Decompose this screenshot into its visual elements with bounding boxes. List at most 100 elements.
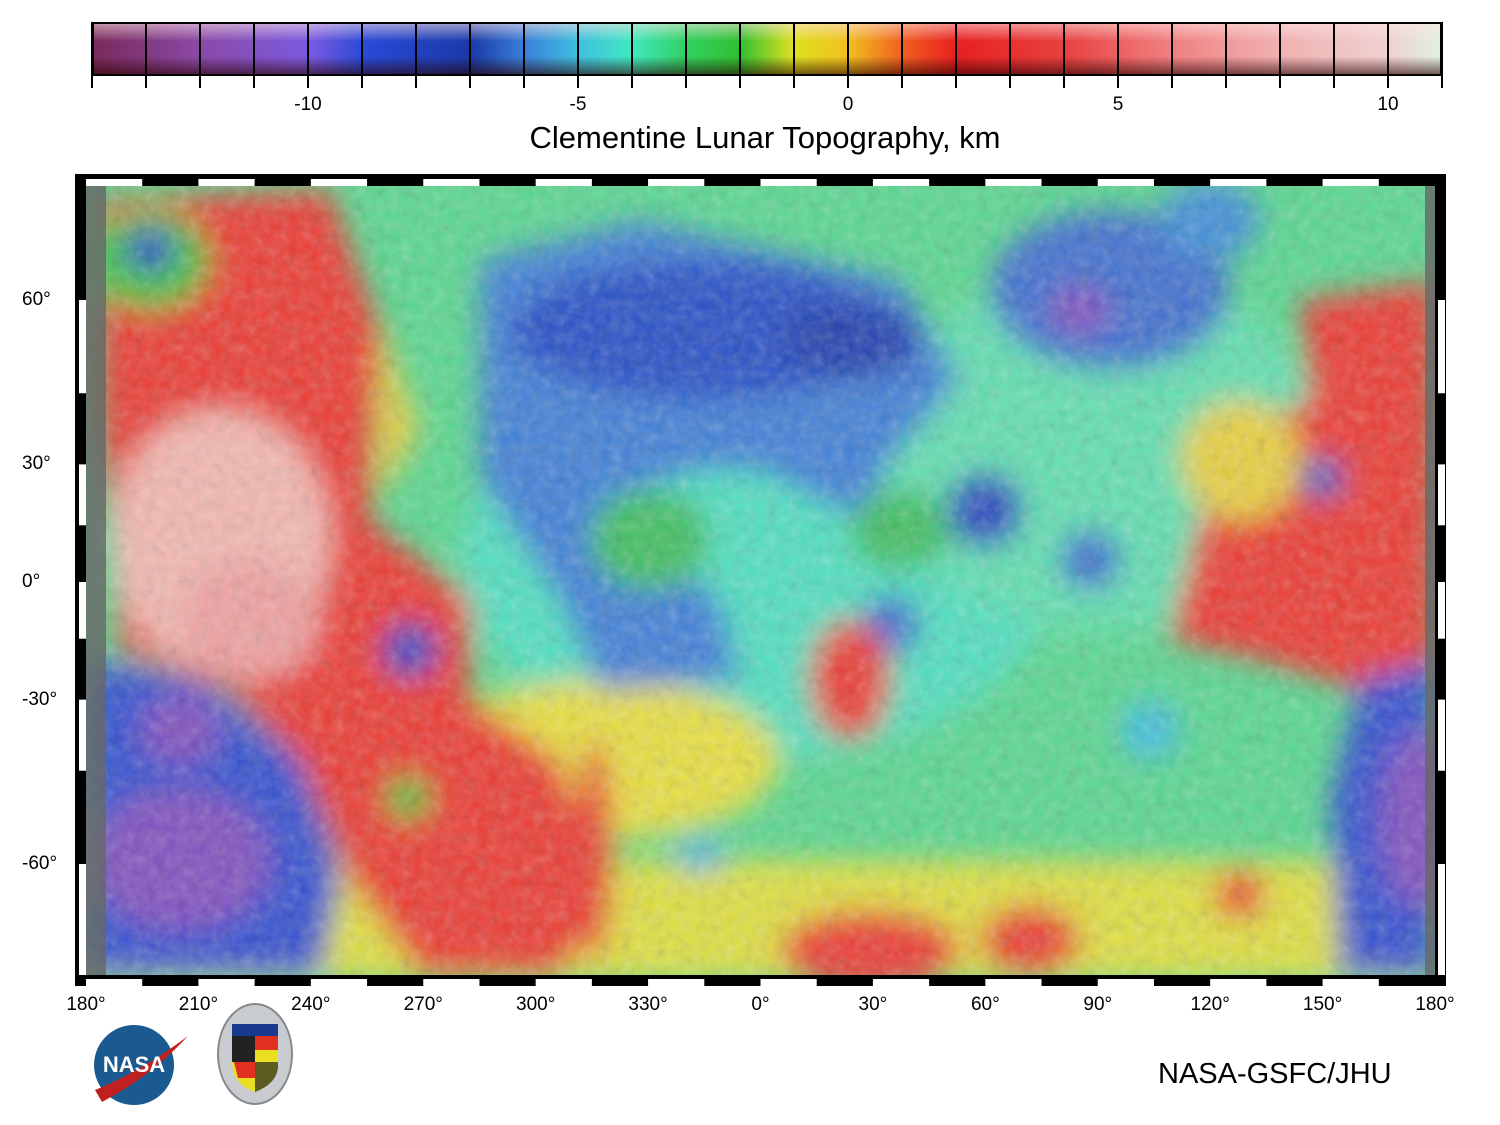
colorbar-divider bbox=[1279, 22, 1281, 76]
frame-check bbox=[86, 979, 143, 986]
colorbar-tick bbox=[1225, 76, 1227, 88]
colorbar-divider bbox=[631, 22, 633, 76]
frame-check bbox=[79, 699, 86, 771]
colorbar-tick bbox=[1009, 76, 1011, 88]
elevation-layer bbox=[86, 186, 1435, 975]
colorbar-divider bbox=[1333, 22, 1335, 76]
colorbar-divider bbox=[739, 22, 741, 76]
colorbar-divider bbox=[415, 22, 417, 76]
longitude-label: 150° bbox=[1302, 994, 1343, 1015]
frame-check bbox=[535, 179, 592, 186]
colorbar-tick bbox=[1063, 76, 1065, 88]
frame-check bbox=[198, 979, 255, 986]
frame-check bbox=[79, 582, 86, 639]
colorbar-divider bbox=[1063, 22, 1065, 76]
frame-check bbox=[535, 979, 592, 986]
colorbar-divider bbox=[955, 22, 957, 76]
frame-check bbox=[1097, 979, 1154, 986]
colorbar-divider bbox=[469, 22, 471, 76]
colorbar-tick bbox=[901, 76, 903, 88]
longitude-label: 60° bbox=[970, 994, 1000, 1015]
colorbar-divider bbox=[577, 22, 579, 76]
colorbar-tick bbox=[199, 76, 201, 88]
colorbar-tick bbox=[253, 76, 255, 88]
credit-text: NASA-GSFC/JHU bbox=[1158, 1058, 1392, 1090]
frame-check bbox=[760, 979, 817, 986]
frame-check bbox=[1322, 179, 1379, 186]
colorbar-tick bbox=[91, 76, 93, 88]
longitude-label: 0° bbox=[751, 994, 770, 1015]
colorbar-tick-label: 10 bbox=[1377, 94, 1399, 115]
colorbar-divider bbox=[145, 22, 147, 76]
colorbar-tick-label: -10 bbox=[294, 94, 322, 115]
colorbar-divider bbox=[1441, 22, 1443, 76]
longitude-label: 300° bbox=[516, 994, 556, 1015]
frame-check bbox=[1438, 699, 1445, 771]
frame-check bbox=[648, 979, 705, 986]
colorbar-divider bbox=[1225, 22, 1227, 76]
longitude-label: 90° bbox=[1083, 994, 1113, 1015]
frame-check bbox=[760, 179, 817, 186]
colorbar-tick-label: 5 bbox=[1112, 94, 1124, 115]
colorbar-divider bbox=[1009, 22, 1011, 76]
colorbar-tick bbox=[145, 76, 147, 88]
longitude-label: 120° bbox=[1190, 994, 1230, 1015]
colorbar-tick bbox=[415, 76, 417, 88]
frame-check bbox=[1438, 864, 1445, 975]
nasa-logo: NASA bbox=[94, 1025, 188, 1105]
colorbar-tick bbox=[685, 76, 687, 88]
colorbar-tick bbox=[847, 76, 849, 88]
frame-check bbox=[872, 179, 930, 186]
latitude-label: -60° bbox=[22, 853, 58, 874]
colorbar-tick bbox=[955, 76, 957, 88]
frame-check bbox=[1097, 179, 1154, 186]
colorbar-tick bbox=[1387, 76, 1389, 88]
frame-check bbox=[79, 464, 86, 526]
frame-check bbox=[79, 864, 86, 975]
colorbar-tick bbox=[1279, 76, 1281, 88]
colorbar-tick bbox=[1333, 76, 1335, 88]
colorbar-tick bbox=[1117, 76, 1119, 88]
colorbar-tick bbox=[577, 76, 579, 88]
frame-check bbox=[423, 979, 480, 986]
frame-check bbox=[1438, 464, 1445, 526]
longitude-label: 210° bbox=[178, 994, 219, 1015]
colorbar-divider bbox=[361, 22, 363, 76]
frame-check bbox=[310, 179, 368, 186]
colorbar-divider bbox=[793, 22, 795, 76]
frame-check bbox=[1322, 979, 1379, 986]
longitude-label: 240° bbox=[291, 994, 331, 1015]
longitude-label: 330° bbox=[628, 994, 668, 1015]
colorbar-divider bbox=[307, 22, 309, 76]
longitude-label: 180° bbox=[1415, 994, 1455, 1015]
colorbar-tick bbox=[631, 76, 633, 88]
colorbar-tick bbox=[361, 76, 363, 88]
colorbar-divider bbox=[199, 22, 201, 76]
colorbar-title: Clementine Lunar Topography, km bbox=[529, 120, 1001, 155]
jhu-seal-logo bbox=[217, 1003, 293, 1105]
frame-check bbox=[985, 979, 1042, 986]
colorbar-divider bbox=[901, 22, 903, 76]
colorbar-tick-label: -5 bbox=[569, 94, 587, 115]
latitude-label: 30° bbox=[22, 453, 51, 475]
frame-check bbox=[423, 179, 480, 186]
colorbar-divider bbox=[685, 22, 687, 76]
colorbar-divider bbox=[523, 22, 525, 76]
frame-check bbox=[198, 179, 255, 186]
latitude-label: -30° bbox=[22, 688, 58, 710]
colorbar-tick bbox=[793, 76, 795, 88]
frame-check bbox=[648, 179, 705, 186]
longitude-label: 270° bbox=[403, 994, 443, 1015]
colorbar-divider bbox=[1387, 22, 1389, 76]
frame-check bbox=[1438, 582, 1445, 639]
frame-check bbox=[1210, 979, 1267, 986]
colorbar-divider bbox=[847, 22, 849, 76]
latitude-label: 0° bbox=[22, 571, 41, 592]
colorbar-tick bbox=[469, 76, 471, 88]
colorbar-divider bbox=[1117, 22, 1119, 76]
colorbar-tick-label: 0 bbox=[842, 94, 854, 115]
colorbar-tick bbox=[523, 76, 525, 88]
latitude-label: 60° bbox=[22, 289, 51, 310]
colorbar bbox=[92, 22, 1442, 76]
